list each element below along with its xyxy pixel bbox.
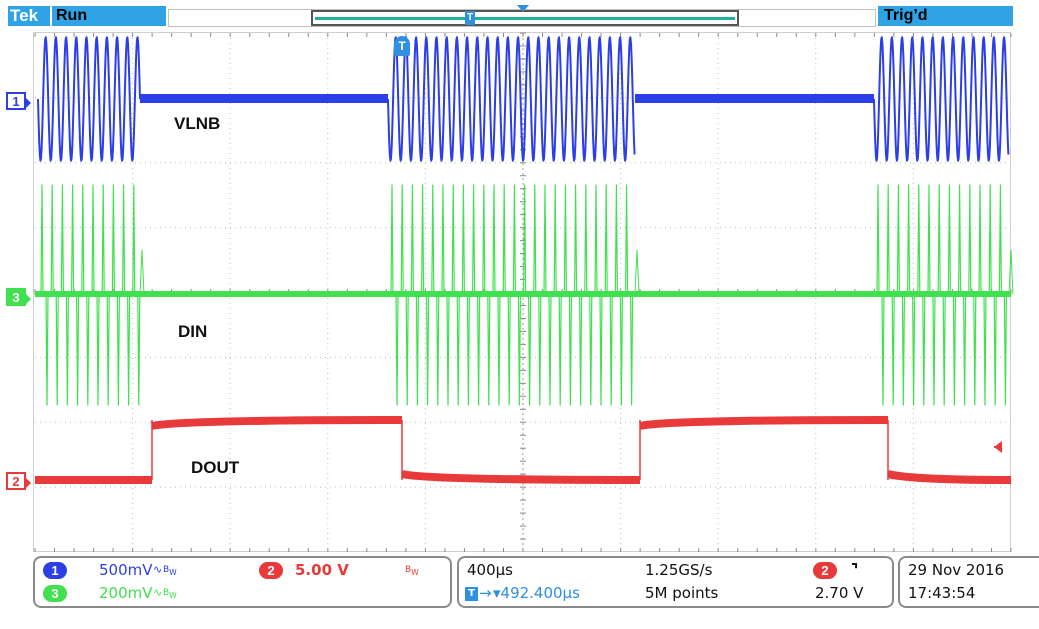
channel-readout-panel: 1 500mV ∿ BW 2 5.00 V BW 3 200mV ∿ BW	[33, 556, 452, 608]
ch3-edge-spike	[634, 249, 640, 295]
record-view-fill	[315, 17, 735, 20]
date-time-panel: 29 Nov 2016 17:43:54	[898, 556, 1039, 608]
position-arrow-icon: →	[479, 584, 492, 602]
trigger-level[interactable]: 2.70 V	[815, 584, 864, 602]
ch3-ground-marker[interactable]: 3	[6, 288, 31, 306]
ch3-edge-spike	[139, 249, 145, 295]
ch3-chip[interactable]: 3	[43, 585, 67, 602]
timebase-readout-panel: 400µs 1.25GS/s 2 ⌝ T → ▾492.400µs 5M poi…	[457, 556, 894, 608]
ac-coupling-icon: ∿	[153, 563, 163, 576]
bw-limit-icon: BW	[163, 588, 177, 600]
bw-limit-icon: BW	[163, 565, 177, 577]
ch1-ch2-readout-row: 1 500mV ∿ BW 2 5.00 V BW	[35, 560, 450, 582]
sample-rate[interactable]: 1.25GS/s	[645, 561, 713, 579]
ch1-ground-marker[interactable]: 1	[6, 92, 31, 110]
ch2-scale[interactable]: 5.00 V	[295, 561, 349, 579]
trace-label-dout: DOUT	[191, 458, 240, 477]
ch2-level-segment	[887, 470, 1012, 484]
record-length[interactable]: 5M points	[645, 584, 719, 602]
ch1-idle-segment	[635, 94, 874, 103]
trigger-level-arrow-icon[interactable]	[994, 441, 1002, 453]
ch1-waveform	[37, 36, 1010, 162]
ch3-edge-spike	[1008, 249, 1014, 295]
record-trigger-marker: T	[465, 11, 475, 25]
horizontal-position[interactable]: ▾492.400µs	[493, 584, 580, 602]
bw-limit-icon: BW	[405, 565, 419, 577]
ch1-burst-segment	[387, 36, 636, 162]
falling-edge-icon[interactable]: ⌝	[851, 560, 859, 579]
trigger-position-marker[interactable]: T	[394, 36, 410, 56]
acquisition-status[interactable]: Run	[52, 6, 166, 26]
ch3-burst-spikes	[390, 184, 634, 406]
ch2-ground-marker[interactable]: 2	[6, 472, 31, 490]
ch1-chip[interactable]: 1	[43, 562, 67, 579]
ch3-baseline	[35, 291, 1011, 297]
ch1-idle-segment	[140, 94, 388, 103]
ch3-scale[interactable]: 200mV	[99, 584, 153, 602]
trace-label-din: DIN	[178, 322, 208, 341]
trigger-status[interactable]: Trig’d	[878, 6, 1013, 26]
ch3-burst-spikes	[876, 184, 1007, 406]
timebase-row: 400µs 1.25GS/s 2 ⌝	[459, 560, 892, 582]
ch1-scale[interactable]: 500mV	[99, 561, 153, 579]
ch2-level-segment	[401, 470, 641, 484]
trigger-t-icon: T	[465, 587, 478, 601]
ch3-readout-row: 3 200mV ∿ BW	[35, 583, 450, 605]
ch1-burst-segment	[873, 36, 1009, 162]
ch3-waveform	[35, 184, 1014, 406]
record-position-arrow-icon	[517, 5, 529, 12]
ac-coupling-icon: ∿	[153, 586, 163, 599]
ch2-level-segment	[151, 416, 403, 430]
position-row: T → ▾492.400µs 5M points 2.70 V	[459, 583, 892, 605]
ch3-burst-spikes	[40, 184, 141, 406]
date: 29 Nov 2016	[908, 561, 1005, 579]
brand-logo: Tek	[8, 6, 50, 26]
ch2-waveform	[35, 416, 1012, 484]
ch2-chip[interactable]: 2	[259, 562, 283, 579]
horizontal-scale[interactable]: 400µs	[467, 561, 513, 579]
trace-label-vlnb: VLNB	[174, 114, 221, 133]
time: 17:43:54	[908, 584, 976, 602]
ch2-level-segment	[639, 416, 889, 430]
trigger-source-chip[interactable]: 2	[813, 562, 837, 579]
status-bar: Tek Run T Trig’d	[0, 0, 1039, 30]
ch1-burst-segment	[37, 36, 141, 162]
